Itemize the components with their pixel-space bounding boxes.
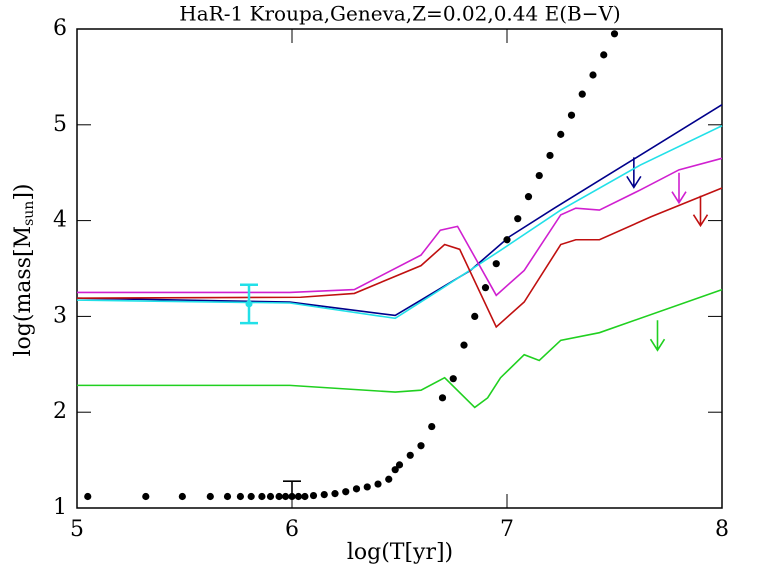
upper-limit-arrow — [626, 157, 642, 189]
cluster-dot — [492, 260, 500, 268]
cluster-dot — [342, 488, 350, 496]
x-tick-label: 7 — [500, 517, 514, 542]
y-tick-label: 2 — [53, 399, 67, 424]
y-tick-label: 4 — [53, 208, 67, 233]
y-tick-label: 1 — [53, 495, 67, 520]
cluster-dot — [449, 375, 457, 383]
cluster-dot — [363, 483, 371, 491]
x-tick-label: 6 — [285, 517, 299, 542]
cluster-dot — [374, 480, 382, 488]
cluster-dot — [223, 492, 232, 501]
cluster-dot — [178, 492, 186, 501]
cluster-dot — [301, 492, 309, 501]
cluster-dot — [428, 422, 436, 431]
cluster-dot — [460, 341, 468, 349]
x-tick-label: 5 — [70, 517, 84, 542]
series-line — [77, 157, 723, 297]
cluster-dot — [352, 485, 361, 493]
cluster-dot — [417, 442, 425, 450]
cluster-dot — [438, 394, 447, 402]
cluster-dot — [258, 492, 266, 501]
cluster-dot — [320, 490, 328, 499]
cluster-dot — [471, 312, 479, 320]
series-line — [76, 104, 723, 317]
cluster-dot — [391, 466, 399, 474]
series-line — [76, 187, 723, 329]
error-point — [245, 300, 253, 308]
cluster-dot — [84, 492, 92, 501]
y-label-end: ]) — [11, 183, 36, 200]
cluster-dot — [524, 193, 533, 201]
chart-title: HaR-1 Kroupa,Geneva,Z=0.02,0.44 E(B−V) — [179, 2, 620, 26]
cluster-dot — [331, 490, 339, 498]
cluster-dot — [247, 492, 255, 501]
cluster-dot — [535, 171, 543, 180]
cluster-dot — [610, 30, 619, 38]
x-tick-label: 8 — [715, 517, 729, 542]
upper-marker — [283, 480, 301, 497]
cluster-dot — [395, 461, 404, 469]
cluster-dot — [589, 71, 597, 79]
plot-frame — [76, 28, 723, 509]
cluster-dot — [546, 151, 554, 160]
cluster-dot — [503, 236, 511, 244]
cluster-dot — [406, 451, 414, 459]
y-tick-label: 5 — [53, 112, 67, 137]
upper-limit-arrow — [671, 172, 687, 205]
cluster-dot — [142, 492, 150, 501]
cluster-dot — [309, 491, 318, 500]
series-line — [77, 288, 723, 409]
cluster-dot — [481, 284, 490, 292]
series-line — [76, 125, 723, 320]
y-tick-label: 6 — [53, 16, 67, 41]
cluster-dot — [275, 492, 283, 501]
cluster-dot — [514, 215, 522, 223]
cluster-dot — [281, 492, 290, 501]
cluster-dot — [294, 492, 303, 501]
cluster-dot — [385, 475, 393, 483]
upper-limit-arrow — [692, 195, 709, 228]
cluster-dot — [266, 492, 275, 501]
y-label-main: log(mass[M — [11, 226, 36, 357]
cluster-dot — [236, 492, 244, 501]
x-axis-label: log(T[yr]) — [347, 540, 453, 565]
cluster-dot — [600, 51, 608, 59]
cluster-dot — [578, 90, 586, 98]
y-label-sub: sun — [21, 201, 37, 226]
y-tick-label: 3 — [53, 303, 67, 328]
y-axis-label: log(mass[Msun]) — [11, 183, 37, 356]
cluster-dot — [557, 130, 565, 138]
cluster-dot — [567, 111, 576, 119]
cluster-dot — [206, 492, 214, 501]
upper-limit-arrow — [649, 320, 666, 352]
